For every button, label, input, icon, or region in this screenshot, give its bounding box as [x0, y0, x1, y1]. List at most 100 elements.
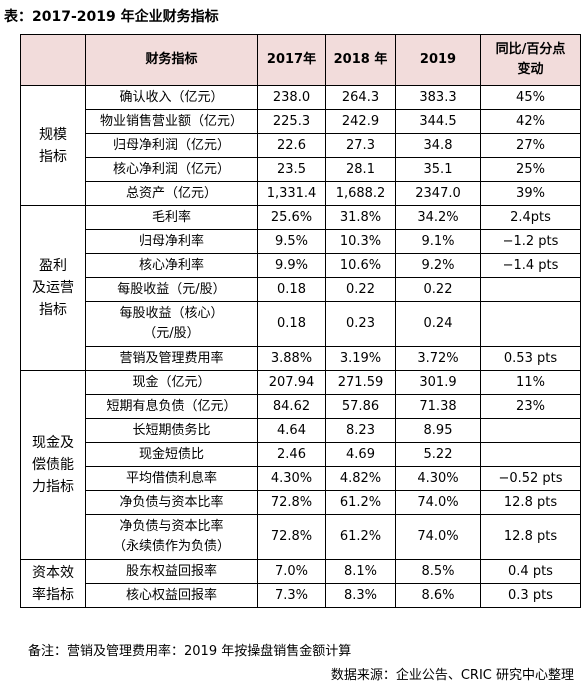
value-cell: 4.82%: [325, 466, 396, 491]
value-cell: 10.6%: [325, 253, 396, 278]
header-cell: 同比/百分点 变动: [480, 34, 581, 86]
value-cell: 4.69: [325, 442, 396, 467]
cell-line: 及运营: [32, 280, 74, 296]
value-cell: 225.3: [257, 109, 326, 134]
indicator: 股东权益回报率: [85, 559, 258, 584]
value-cell: 1,688.2: [325, 181, 396, 206]
table-row: 规模 指标 确认收入（亿元） 238.0 264.3 383.3 45%: [20, 85, 581, 206]
value-cell: 11%: [480, 370, 581, 395]
value-cell: 27%: [480, 133, 581, 158]
value-cell: 0.23: [325, 301, 396, 347]
value-cell: 57.86: [325, 394, 396, 419]
cell-line: 变动: [517, 62, 544, 77]
table-row: 归母净利率 9.5% 10.3% 9.1% −1.2 pts: [21, 229, 581, 254]
value-cell: 2.46: [257, 442, 326, 467]
indicator: 现金（亿元）: [85, 370, 258, 395]
indicator: 每股收益（核心） （元/股）: [85, 301, 258, 347]
cell-line: 每股收益（核心）: [119, 306, 224, 321]
value-cell: 7.3%: [257, 583, 326, 608]
value-cell: [480, 301, 581, 347]
indicator: 核心权益回报率: [85, 583, 258, 608]
table-row: 资本效 率指标 股东权益回报率 7.0% 8.1% 8.5% 0.4 pts: [20, 559, 581, 608]
table-row: 营销及管理费用率 3.88% 3.19% 3.72% 0.53 pts: [21, 346, 581, 371]
value-cell: 27.3: [325, 133, 396, 158]
table-row: 总资产（亿元） 1,331.4 1,688.2 2347.0 39%: [21, 181, 581, 206]
value-cell: 71.38: [395, 394, 481, 419]
table-row: 核心权益回报率 7.3% 8.3% 8.6% 0.3 pts: [21, 583, 581, 608]
indicator: 每股收益（元/股）: [85, 277, 258, 302]
value-cell: 9.1%: [395, 229, 481, 254]
cell-line: 力指标: [32, 479, 74, 495]
header-cell: 财务指标: [85, 34, 258, 86]
value-cell: 25.6%: [257, 205, 326, 230]
value-cell: 9.9%: [257, 253, 326, 278]
value-cell: 0.53 pts: [480, 346, 581, 371]
value-cell: 344.5: [395, 109, 481, 134]
header-cell: 2018 年: [325, 34, 396, 86]
indicator: 归母净利润（亿元）: [85, 133, 258, 158]
table-row: 盈利 及运营 指标 毛利率 25.6% 31.8% 34.2% 2.4pts: [20, 205, 581, 371]
financial-table: 财务指标 2017年 2018 年 2019 同比/百分点 变动 规模 指标 确认收入（亿元）…: [20, 34, 581, 608]
cell-line: 净负债与资本比率: [119, 519, 224, 534]
value-cell: 74.0%: [395, 514, 481, 560]
indicator: 净负债与资本比率 （永续债作为负债）: [85, 514, 258, 560]
value-cell: 39%: [480, 181, 581, 206]
table-row: 每股收益（元/股） 0.18 0.22 0.22: [21, 277, 581, 302]
value-cell: 4.30%: [257, 466, 326, 491]
value-cell: 35.1: [395, 157, 481, 182]
group-label: 现金及 偿债能 力指标: [20, 370, 86, 560]
table-row: 核心净利润（亿元） 23.5 28.1 35.1 25%: [21, 157, 581, 182]
value-cell: 8.5%: [395, 559, 481, 584]
value-cell: 4.64: [257, 418, 326, 443]
value-cell: −1.2 pts: [480, 229, 581, 254]
value-cell: 8.3%: [325, 583, 396, 608]
value-cell: 0.4 pts: [480, 559, 581, 584]
value-cell: 3.88%: [257, 346, 326, 371]
value-cell: 7.0%: [257, 559, 326, 584]
title: 表：2017-2019 年企业财务指标: [4, 9, 219, 25]
value-cell: [480, 442, 581, 467]
cell-line: （永续债作为负债）: [112, 539, 230, 554]
group-label: 盈利 及运营 指标: [20, 205, 86, 371]
value-cell: 301.9: [395, 370, 481, 395]
value-cell: 9.5%: [257, 229, 326, 254]
value-cell: 61.2%: [325, 514, 396, 560]
cell-line: 同比/百分点: [495, 42, 566, 57]
value-cell: 3.72%: [395, 346, 481, 371]
value-cell: 42%: [480, 109, 581, 134]
value-cell: 23.5: [257, 157, 326, 182]
value-cell: 12.8 pts: [480, 490, 581, 515]
value-cell: 2347.0: [395, 181, 481, 206]
table-row: 物业销售营业额（亿元） 225.3 242.9 344.5 42%: [21, 109, 581, 134]
value-cell: −1.4 pts: [480, 253, 581, 278]
value-cell: 10.3%: [325, 229, 396, 254]
group-label: 资本效 率指标: [20, 559, 86, 608]
value-cell: −0.52 pts: [480, 466, 581, 491]
value-cell: 8.23: [325, 418, 396, 443]
value-cell: 207.94: [257, 370, 326, 395]
header-row: 财务指标 2017年 2018 年 2019 同比/百分点 变动: [20, 34, 581, 86]
table-row: 净负债与资本比率 72.8% 61.2% 74.0% 12.8 pts: [21, 490, 581, 515]
value-cell: [480, 418, 581, 443]
indicator: 营销及管理费用率: [85, 346, 258, 371]
value-cell: 3.19%: [325, 346, 396, 371]
value-cell: 22.6: [257, 133, 326, 158]
value-cell: 238.0: [257, 85, 326, 110]
value-cell: 28.1: [325, 157, 396, 182]
table-row: 每股收益（核心） （元/股） 0.18 0.23 0.24: [21, 301, 581, 347]
table-row: 现金及 偿债能 力指标 现金（亿元） 207.94 271.59 301.9 11%: [20, 370, 581, 560]
value-cell: 23%: [480, 394, 581, 419]
cell-line: 率指标: [32, 586, 74, 603]
indicator: 归母净利率: [85, 229, 258, 254]
source: 数据来源：企业公告、CRIC 研究中心整理: [330, 668, 574, 683]
indicator: 物业销售营业额（亿元）: [85, 109, 258, 134]
value-cell: 2.4pts: [480, 205, 581, 230]
value-cell: 25%: [480, 157, 581, 182]
value-cell: 84.62: [257, 394, 326, 419]
value-cell: [480, 277, 581, 302]
indicator: 平均借债利息率: [85, 466, 258, 491]
footnote: 备注：营销及管理费用率：2019 年按操盘销售金额计算: [28, 644, 352, 659]
value-cell: 0.22: [325, 277, 396, 302]
value-cell: 8.1%: [325, 559, 396, 584]
